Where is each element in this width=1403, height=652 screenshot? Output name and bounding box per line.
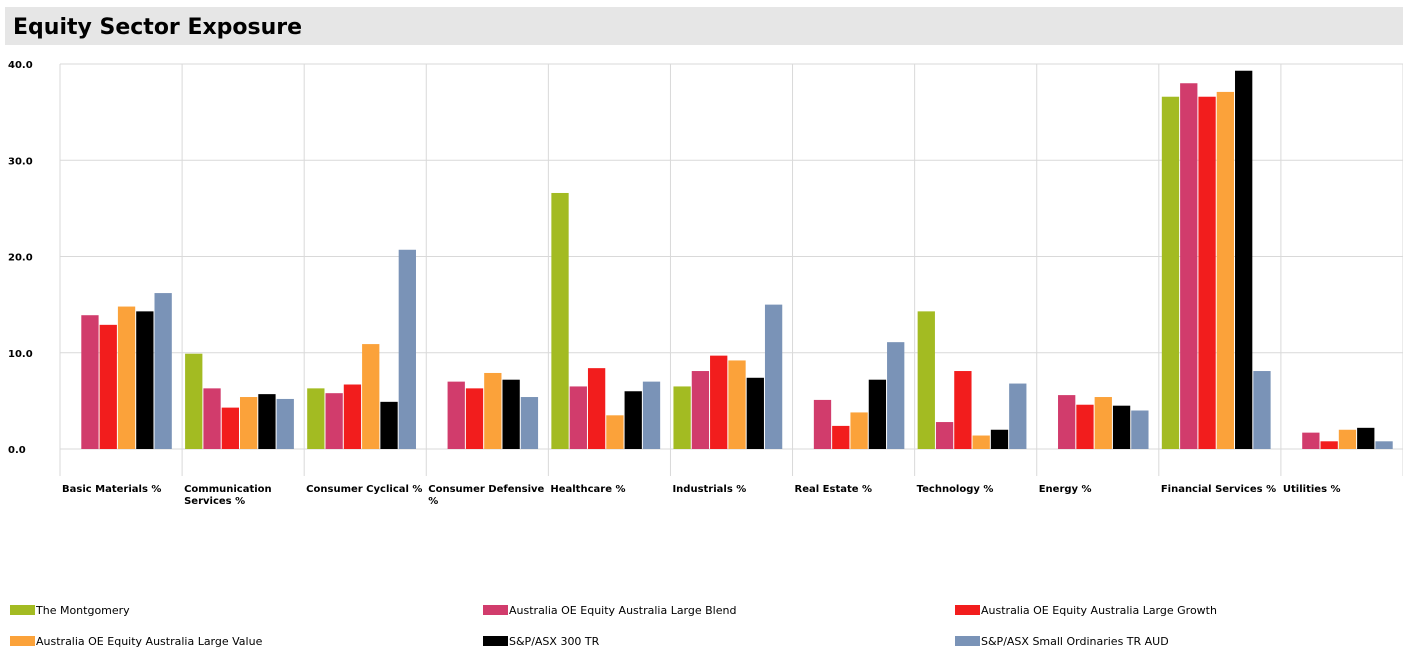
bar	[1076, 404, 1094, 449]
bar	[221, 407, 239, 449]
bar	[465, 388, 484, 449]
bar	[606, 415, 624, 449]
bar	[1058, 395, 1076, 449]
bar	[1320, 441, 1338, 449]
bar	[81, 315, 99, 449]
chart-title: Equity Sector Exposure	[13, 15, 303, 40]
y-tick-label: 40.0	[8, 60, 33, 71]
legend-label: Australia OE Equity Australia Large Valu…	[36, 635, 263, 648]
bar	[642, 381, 661, 449]
bar	[587, 368, 606, 449]
bar	[239, 397, 258, 449]
bar	[710, 355, 728, 449]
bar	[258, 394, 276, 449]
bar	[832, 425, 850, 449]
bar	[117, 306, 136, 449]
bar	[398, 249, 416, 449]
bar	[887, 342, 905, 449]
legend-swatch	[955, 636, 980, 646]
bar	[691, 371, 710, 449]
bar	[276, 398, 294, 449]
y-tick-label: 20.0	[8, 253, 33, 264]
y-tick-label: 0.0	[8, 445, 26, 456]
x-category-label: Healthcare %	[550, 484, 625, 495]
x-category-label: Energy %	[1039, 484, 1092, 495]
bar	[502, 379, 520, 449]
bar	[624, 391, 642, 449]
bar	[990, 429, 1009, 449]
y-tick-label: 10.0	[8, 349, 33, 360]
legend-swatch	[955, 605, 980, 615]
bar	[380, 401, 398, 449]
bar	[343, 384, 362, 449]
bar	[447, 381, 465, 449]
bar	[1131, 410, 1149, 449]
bar	[746, 377, 764, 449]
bar	[764, 304, 783, 449]
x-category-label: Real Estate %	[795, 484, 873, 495]
x-category-label: Utilities %	[1283, 484, 1341, 495]
bar	[1253, 371, 1271, 449]
bar	[673, 386, 691, 449]
bar	[850, 412, 868, 449]
bar	[307, 388, 325, 449]
y-tick-label: 30.0	[8, 156, 33, 167]
bar	[484, 372, 502, 449]
bar	[728, 360, 746, 449]
bar	[954, 371, 972, 449]
bar	[917, 311, 935, 449]
x-category-label: Financial Services %	[1161, 484, 1276, 495]
legend-swatch	[10, 636, 35, 646]
x-category-label: Technology %	[917, 484, 994, 495]
x-category-label: Consumer Defensive%	[428, 484, 544, 507]
bar	[1009, 383, 1027, 449]
bar	[362, 344, 380, 449]
legend-swatch	[10, 605, 35, 615]
x-category-label: Basic Materials %	[62, 484, 161, 495]
legend-label: Australia OE Equity Australia Large Grow…	[981, 604, 1217, 617]
bar	[1216, 91, 1235, 449]
bar	[1338, 429, 1357, 449]
bar	[972, 435, 990, 449]
x-category-label: Consumer Cyclical %	[306, 484, 422, 495]
bar	[1161, 96, 1180, 449]
bar	[569, 386, 587, 449]
legend-label: S&P/ASX Small Ordinaries TR AUD	[981, 635, 1169, 648]
bar	[1235, 70, 1253, 450]
bar	[868, 379, 887, 449]
x-category-label: Communication Services %	[184, 484, 272, 507]
bar	[99, 324, 117, 449]
bar	[203, 388, 221, 449]
bar	[154, 293, 172, 449]
legend-label: Australia OE Equity Australia Large Blen…	[509, 604, 736, 617]
legend-swatch	[483, 636, 508, 646]
bar	[1198, 96, 1216, 449]
legend-swatch	[483, 605, 508, 615]
bar	[551, 192, 569, 449]
bar	[1357, 427, 1375, 449]
bar	[935, 422, 954, 449]
bar	[136, 311, 154, 449]
bar	[1375, 441, 1393, 449]
bar	[1302, 432, 1320, 449]
chart-title-bar: Equity Sector Exposure	[5, 7, 1403, 45]
bar	[1094, 397, 1112, 449]
legend-label: The Montgomery	[35, 604, 130, 617]
bar	[813, 399, 832, 449]
legend-label: S&P/ASX 300 TR	[509, 635, 600, 648]
x-category-label: Industrials %	[672, 484, 746, 495]
bar	[1180, 83, 1198, 449]
bar	[325, 393, 343, 449]
bar	[185, 353, 203, 449]
bar	[520, 397, 539, 449]
bar	[1112, 405, 1131, 449]
